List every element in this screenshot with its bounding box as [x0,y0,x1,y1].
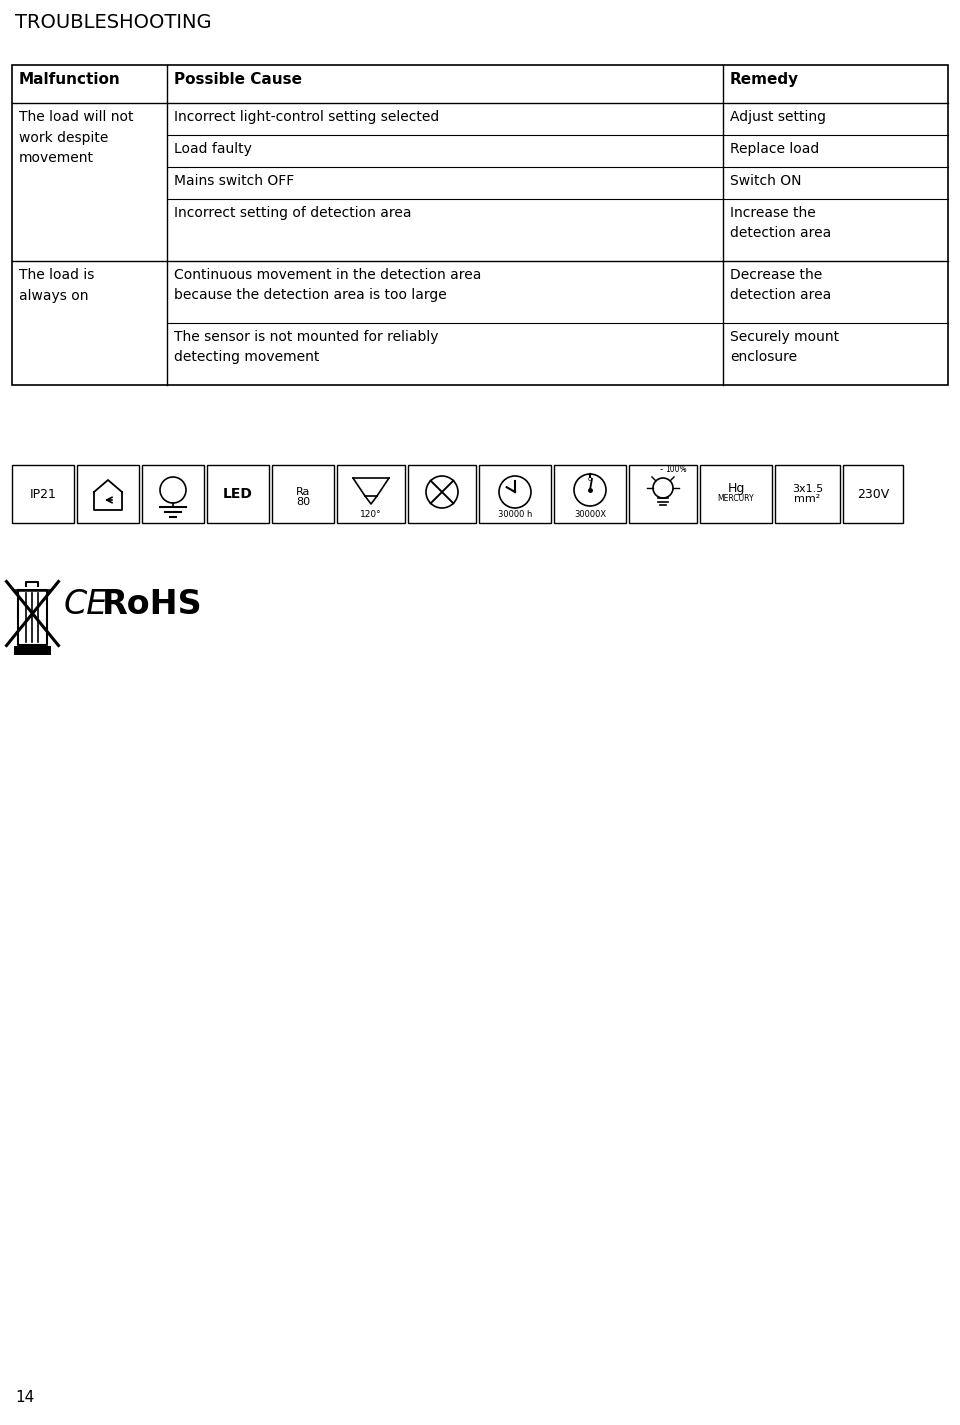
Text: 80: 80 [296,497,310,507]
Bar [142,465,204,523]
Text: 100%: 100% [665,465,686,475]
Bar [554,465,626,523]
Bar [12,66,948,385]
Bar [272,465,334,523]
Text: Ra: Ra [296,487,310,497]
Bar [337,465,405,523]
Text: Securely mount
enclosure: Securely mount enclosure [730,331,839,363]
Text: CE: CE [64,589,108,621]
Text: Mains switch OFF: Mains switch OFF [174,174,295,188]
Bar [700,465,772,523]
Bar [629,465,697,523]
Bar [207,465,269,523]
Text: RoHS: RoHS [102,589,203,621]
Text: Incorrect setting of detection area: Incorrect setting of detection area [174,207,412,219]
Bar [843,465,903,523]
Text: 30000 h: 30000 h [498,510,532,519]
Text: Switch ON: Switch ON [730,174,802,188]
Text: Replace load: Replace load [730,142,819,155]
Text: Load faulty: Load faulty [174,142,252,155]
Text: -: - [660,465,662,475]
Text: Remedy: Remedy [730,73,799,87]
Text: Hg: Hg [728,482,745,494]
Bar [14,646,51,656]
Text: LED: LED [223,487,252,502]
Text: o: o [588,476,592,482]
Text: Increase the
detection area: Increase the detection area [730,207,831,239]
Bar [479,465,551,523]
Text: Continuous movement in the detection area
because the detection area is too larg: Continuous movement in the detection are… [174,268,481,302]
Text: mm²: mm² [794,494,821,504]
Text: The sensor is not mounted for reliably
detecting movement: The sensor is not mounted for reliably d… [174,331,439,363]
Text: Malfunction: Malfunction [19,73,121,87]
Text: 14: 14 [15,1389,35,1405]
Text: 3x1.5: 3x1.5 [792,485,823,494]
Text: The load will not
work despite
movement: The load will not work despite movement [19,110,133,165]
Text: 230V: 230V [857,487,889,500]
Bar [775,465,840,523]
Bar [77,465,139,523]
Text: Adjust setting: Adjust setting [730,110,826,124]
Text: Possible Cause: Possible Cause [174,73,302,87]
Bar [12,465,74,523]
Text: MERCURY: MERCURY [718,493,755,503]
Text: Incorrect light-control setting selected: Incorrect light-control setting selected [174,110,440,124]
Text: IP21: IP21 [30,487,57,500]
Text: -: - [682,465,684,475]
Text: TROUBLESHOOTING: TROUBLESHOOTING [15,13,211,31]
Text: The load is
always on: The load is always on [19,268,94,302]
Text: 120°: 120° [360,510,382,519]
Text: Decrease the
detection area: Decrease the detection area [730,268,831,302]
Bar [408,465,476,523]
Text: 30000X: 30000X [574,510,606,519]
